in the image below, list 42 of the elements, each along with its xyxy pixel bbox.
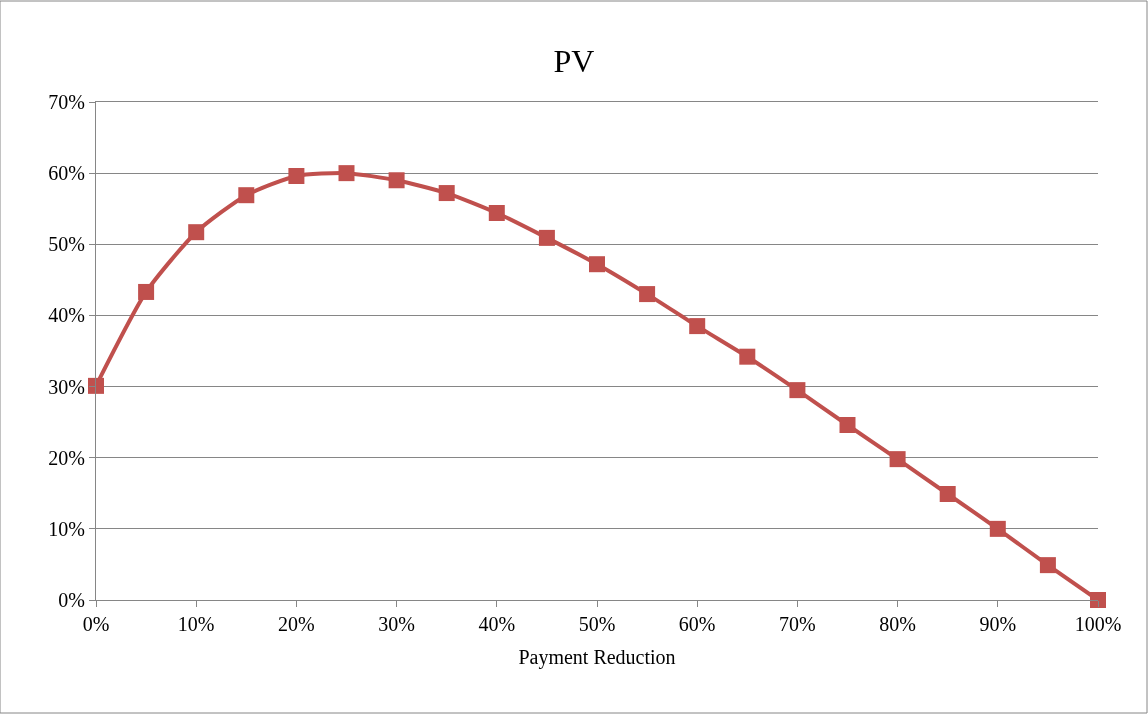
point	[438, 185, 455, 202]
point	[488, 204, 505, 221]
point	[238, 187, 255, 204]
y-tick-label: 70%	[48, 91, 85, 113]
x-tick-label: 50%	[578, 613, 616, 635]
x-tick-label: 0%	[82, 613, 110, 635]
point	[589, 256, 605, 273]
point	[288, 167, 305, 184]
point	[689, 318, 706, 335]
x-tick-label: 90%	[979, 613, 1017, 635]
point	[839, 416, 856, 433]
point	[639, 286, 656, 303]
y-tick-label: 10%	[48, 517, 85, 540]
y-tick-label: 30%	[48, 375, 85, 398]
point	[939, 486, 956, 502]
point	[138, 283, 155, 300]
x-tick-label: 30%	[378, 613, 415, 635]
point	[88, 377, 104, 394]
point	[989, 520, 1006, 537]
point	[789, 382, 806, 399]
y-tick-label: 0%	[58, 589, 85, 611]
x-tick-label: 40%	[478, 613, 516, 635]
point	[338, 165, 355, 182]
point	[188, 224, 205, 241]
x-tick-label: 60%	[678, 613, 716, 635]
y-tick-label: 60%	[48, 162, 85, 185]
x-axis-title: Payment Reduction	[518, 645, 676, 669]
y-tick-label: 20%	[48, 446, 85, 469]
chart-title: PV	[553, 43, 595, 80]
point	[889, 451, 906, 468]
point	[1090, 592, 1106, 608]
x-tick-label: 10%	[177, 613, 215, 635]
x-tick-label: 80%	[879, 613, 916, 635]
point	[388, 172, 405, 189]
point	[739, 348, 756, 365]
x-tick-label: 20%	[278, 613, 315, 635]
y-tick-label: 50%	[48, 233, 85, 256]
point	[538, 229, 555, 246]
x-tick-label: 70%	[779, 613, 816, 635]
y-tick-label: 40%	[48, 304, 85, 327]
x-tick-label: 100%	[1074, 613, 1122, 635]
point	[1039, 557, 1056, 574]
